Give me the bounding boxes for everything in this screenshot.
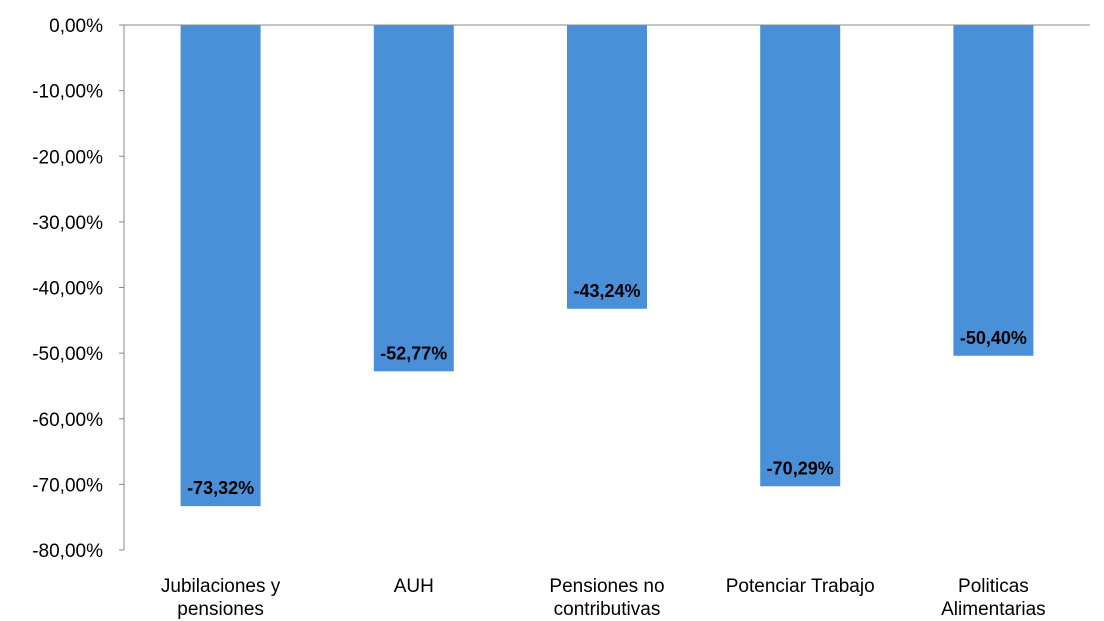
- data-label: -70,29%: [767, 458, 834, 478]
- data-label: -73,32%: [187, 478, 254, 498]
- axes: [123, 24, 1090, 550]
- x-tick-label: Jubilaciones y: [161, 576, 281, 597]
- y-tick-label: -60,00%: [32, 410, 103, 431]
- data-label: -50,40%: [960, 328, 1027, 348]
- bar-series: [180, 25, 1034, 507]
- y-tick-label: -80,00%: [32, 541, 103, 562]
- y-tick-label: -70,00%: [32, 475, 103, 496]
- y-tick-label: -40,00%: [32, 279, 103, 300]
- y-tick-label: -20,00%: [32, 147, 103, 168]
- y-tick-label: 0,00%: [49, 16, 103, 37]
- data-label: -52,77%: [380, 343, 447, 363]
- x-tick-label: pensiones: [177, 599, 264, 620]
- bar: [180, 25, 261, 507]
- y-tick-label: -30,00%: [32, 213, 103, 234]
- x-tick-label: contributivas: [554, 599, 661, 620]
- bar: [373, 25, 454, 372]
- x-tick-label: AUH: [394, 576, 434, 597]
- x-tick-label: Potenciar Trabajo: [726, 576, 875, 597]
- data-label: -43,24%: [573, 281, 640, 301]
- x-tick-label: Alimentarias: [941, 599, 1046, 620]
- x-tick-label: Politicas: [958, 576, 1029, 597]
- bar: [760, 25, 841, 487]
- data-labels: -73,32% -52,77% -43,24% -70,29% -50,40%: [187, 281, 1027, 498]
- y-tick-label: -50,00%: [32, 344, 103, 365]
- bar: [953, 25, 1034, 356]
- bar: [567, 25, 647, 309]
- y-axis-ticks: 0,00% -10,00% -20,00% -30,00% -40,00% -50,00%…: [32, 16, 124, 562]
- y-tick-label: -10,00%: [32, 82, 103, 103]
- x-tick-label: Pensiones no: [549, 576, 664, 597]
